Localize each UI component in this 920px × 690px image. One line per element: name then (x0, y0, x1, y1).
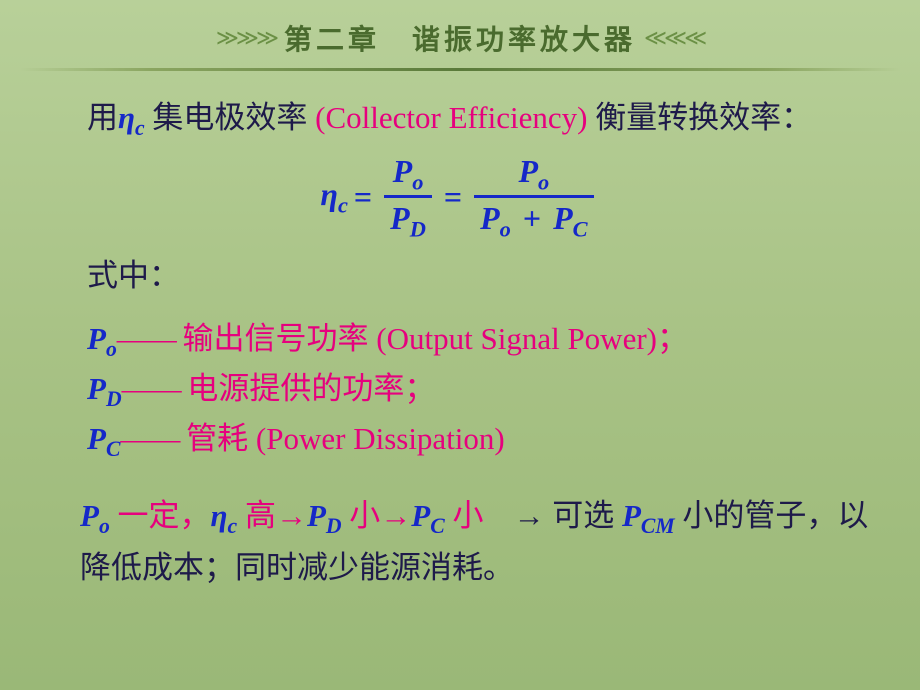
bot-small2: 小 (445, 498, 484, 533)
eta-subscript: c (135, 116, 145, 140)
bot-high: 高 (237, 498, 276, 533)
conclusion-paragraph: Po 一定，ηc 高→PD 小→PC 小→ 可选 PCM 小的管子，以降低成本；… (25, 492, 895, 592)
equals-2: = (444, 179, 462, 216)
pc-paren: (Power Dissipation) (256, 421, 505, 456)
bot-small1: 小 (342, 498, 381, 533)
definitions-block: 式中： Po—— 输出信号功率 (Output Signal Power)； P… (25, 254, 895, 464)
def-po: Po—— 输出信号功率 (Output Signal Power)； (87, 317, 895, 365)
pc-desc: 管耗 (178, 421, 256, 456)
arrow-2: → (380, 498, 411, 533)
def-pd: PD—— 电源提供的功率； (87, 367, 895, 415)
slide-content: 用ηc 集电极效率 (Collector Efficiency) 衡量转换效率：… (0, 77, 920, 592)
bot-sel: 可选 (552, 498, 622, 533)
bot-pd: PD (307, 498, 342, 533)
collector-efficiency-en: (Collector Efficiency) (315, 100, 587, 135)
fraction-2: Po Po + PC (474, 153, 593, 242)
bot-small3: 小 (675, 498, 714, 533)
equals-1: = (354, 179, 372, 216)
bot-eta: ηc (211, 498, 238, 533)
pc-dash: —— (120, 421, 178, 456)
formula-container: ηc = Po PD = Po Po + PC (25, 153, 895, 242)
po-end: ； (657, 321, 688, 356)
pd-dash: —— (122, 371, 180, 406)
intro-paragraph: 用ηc 集电极效率 (Collector Efficiency) 衡量转换效率： (25, 95, 895, 145)
slide-header: ≫≫≫ 第二章 谐振功率放大器 ≪≪≪ (0, 0, 920, 68)
frac2-numerator: Po (512, 153, 555, 195)
bot-po: Po (80, 498, 110, 533)
bot-pcm: PCM (622, 498, 675, 533)
header-deco-right: ≪≪≪ (644, 25, 704, 51)
fraction-1: Po PD (384, 153, 432, 242)
efficiency-formula: ηc = Po PD = Po Po + PC (320, 153, 599, 242)
bot-fixed: 一定， (110, 498, 211, 533)
arrow-1: → (276, 498, 307, 533)
po-symbol: Po (87, 321, 117, 356)
po-paren: (Output Signal Power) (376, 321, 657, 356)
bot-pc: PC (411, 498, 444, 533)
po-dash: —— (117, 321, 175, 356)
intro-mid: 集电极效率 (145, 100, 316, 135)
eta-symbol: ηc (118, 100, 145, 135)
frac1-numerator: Po (387, 153, 430, 195)
intro-pre: 用 (87, 100, 118, 135)
defs-label: 式中： (87, 254, 895, 297)
pd-desc: 电源提供的功率； (180, 371, 436, 406)
arrow-3: → (513, 498, 552, 533)
po-desc: 输出信号功率 (175, 321, 377, 356)
header-deco-left: ≫≫≫ (216, 25, 276, 51)
chapter-title: 第二章 谐振功率放大器 (284, 18, 636, 58)
pc-symbol: PC (87, 421, 120, 456)
formula-eta: ηc (320, 176, 348, 218)
def-pc: PC—— 管耗 (Power Dissipation) (87, 417, 895, 465)
frac1-denominator: PD (384, 198, 432, 242)
pd-symbol: PD (87, 371, 122, 406)
intro-post: 衡量转换效率： (587, 100, 812, 135)
frac2-denominator: Po + PC (474, 198, 593, 242)
header-divider (20, 68, 900, 71)
